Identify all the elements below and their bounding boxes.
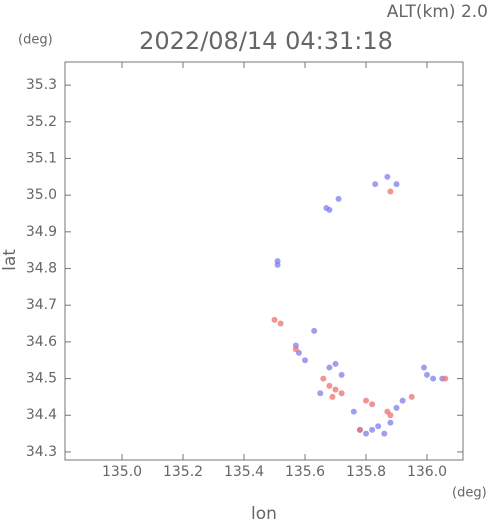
- y-tick-label: 35.1: [26, 150, 57, 166]
- echo-point: [326, 364, 333, 371]
- echo-point: [323, 204, 330, 211]
- echo-point: [326, 382, 333, 389]
- echo-point: [356, 426, 363, 433]
- echo-point: [274, 261, 281, 268]
- altitude-label: ALT(km) 2.0: [387, 2, 488, 22]
- x-tick-label: 135.2: [163, 464, 203, 480]
- echo-point: [350, 408, 357, 415]
- echo-point: [311, 327, 318, 334]
- echo-point: [387, 188, 394, 195]
- echo-point: [384, 173, 391, 180]
- echo-point: [320, 375, 327, 382]
- echo-point: [363, 397, 370, 404]
- echo-point: [271, 316, 278, 323]
- plot-frame: [64, 61, 464, 461]
- echo-point: [332, 360, 339, 367]
- echo-point: [332, 386, 339, 393]
- echo-point: [424, 371, 431, 378]
- echo-point: [408, 393, 415, 400]
- echo-point: [329, 393, 336, 400]
- echo-point: [369, 401, 376, 408]
- echo-point: [375, 423, 382, 430]
- y-tick-label: 34.7: [26, 297, 57, 313]
- y-tick-label: 34.6: [26, 334, 57, 350]
- echo-point: [399, 397, 406, 404]
- y-axis-label: lat: [0, 249, 20, 271]
- echo-point: [369, 426, 376, 433]
- x-unit: (deg): [452, 486, 487, 501]
- x-tick-label: 135.0: [102, 464, 142, 480]
- echo-point: [420, 364, 427, 371]
- x-tick-label: 135.6: [285, 464, 325, 480]
- y-tick-label: 35.3: [26, 77, 57, 93]
- echo-point: [381, 430, 388, 437]
- echo-point: [338, 371, 345, 378]
- y-tick-label: 34.8: [26, 261, 57, 277]
- y-tick-label: 34.4: [26, 407, 57, 423]
- echo-point: [393, 181, 400, 188]
- echo-point: [372, 181, 379, 188]
- echo-point: [387, 412, 394, 419]
- echo-point: [335, 195, 342, 202]
- x-tick-label: 135.4: [224, 464, 264, 480]
- echo-point: [363, 430, 370, 437]
- echo-point: [430, 375, 437, 382]
- y-tick-label: 35.2: [26, 114, 57, 130]
- y-tick-label: 34.9: [26, 224, 57, 240]
- x-axis-label: lon: [251, 504, 277, 521]
- echo-point: [393, 404, 400, 411]
- x-tick-label: 136.0: [407, 464, 447, 480]
- echo-point: [387, 419, 394, 426]
- echo-point: [302, 357, 309, 364]
- echo-point: [292, 346, 299, 353]
- y-tick-label: 35.0: [26, 187, 57, 203]
- echo-point: [338, 390, 345, 397]
- echo-point: [442, 375, 449, 382]
- echo-point: [317, 390, 324, 397]
- y-unit: (deg): [18, 33, 53, 48]
- echo-point: [277, 320, 284, 327]
- y-tick-label: 34.3: [26, 444, 57, 460]
- chart-title: 2022/08/14 04:31:18: [139, 27, 393, 55]
- y-tick-label: 34.5: [26, 371, 57, 387]
- x-tick-label: 135.8: [346, 464, 386, 480]
